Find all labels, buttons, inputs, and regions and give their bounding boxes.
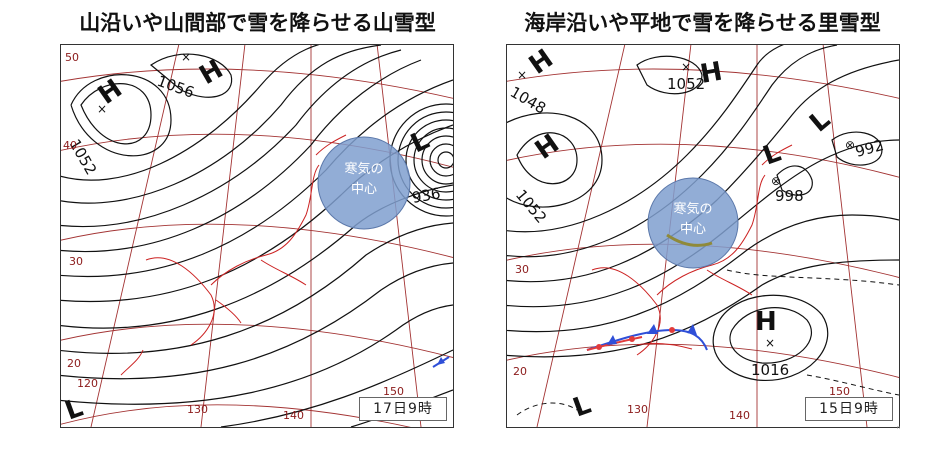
right-high-3-cross: ×	[765, 336, 775, 350]
right-front-marker-5	[629, 336, 635, 342]
right-lon-140: 140	[729, 409, 750, 422]
right-low-2: L	[804, 105, 836, 139]
left-lat-50: 50	[65, 51, 79, 64]
right-front-marker-6	[669, 327, 675, 333]
right-coastline	[591, 144, 793, 356]
left-isobar-label-1056: 1056	[155, 72, 197, 102]
right-cold-label-2: 中心	[680, 222, 706, 237]
right-cold-label-1: 寒気の	[673, 201, 712, 217]
left-isobar-label-936: 936	[411, 184, 442, 207]
left-lon-150: 150	[383, 385, 404, 398]
left-cold-label-1: 寒気の	[344, 161, 383, 177]
right-low-2-cross: ⊗	[845, 138, 855, 152]
left-cold-center	[317, 136, 411, 230]
left-low-2: L	[61, 393, 87, 427]
left-weather-map: 寒気の 中心 H H L L × × 1056 1052 936 50 40 3…	[60, 44, 454, 428]
corner-mark: n	[897, 425, 901, 431]
right-front-marker-1	[607, 335, 617, 345]
left-lat-30: 30	[69, 255, 83, 268]
right-high-1: H	[524, 45, 559, 81]
right-front-marker-3	[687, 324, 697, 335]
left-map-title: 山沿いや山間部で雪を降らせる山雪型	[79, 11, 436, 35]
left-isobars	[61, 45, 453, 427]
left-lon-130: 130	[187, 403, 208, 416]
right-front-marker-4	[596, 344, 602, 350]
right-lat-20: 20	[513, 365, 527, 378]
right-map-title: 海岸沿いや平地で雪を降らせる里雪型	[524, 11, 881, 35]
right-map-canvas: 寒気の 中心 H H L L H L H × × × ⊗ ⊗ 1048 1052…	[507, 45, 899, 427]
right-isobars	[507, 45, 899, 381]
right-high-2-cross: ×	[681, 60, 691, 74]
left-lon-120: 120	[77, 377, 98, 390]
right-date-box: 15日9時	[805, 397, 893, 421]
right-low-1-cross: ⊗	[771, 174, 781, 188]
right-low-1: L	[759, 138, 785, 172]
left-high-2: H	[195, 54, 229, 91]
right-trough-line	[666, 233, 713, 247]
right-high-2: H	[698, 57, 725, 90]
left-lat-40: 40	[63, 139, 77, 152]
left-front-marker	[437, 357, 445, 365]
right-dashed-isobars	[516, 269, 899, 416]
right-isobar-label-1052-left: 1052	[512, 186, 550, 227]
right-isobar-label-1016: 1016	[751, 361, 789, 379]
left-high-1-cross: ×	[97, 102, 107, 116]
right-isobar-label-998: 998	[775, 187, 804, 205]
right-weather-map: 寒気の 中心 H H L L H L H × × × ⊗ ⊗ 1048 1052…	[506, 44, 900, 428]
left-coastline	[120, 134, 347, 376]
left-cold-label-2: 中心	[351, 182, 377, 197]
right-lon-130: 130	[627, 403, 648, 416]
right-low-3: L	[569, 390, 595, 424]
right-high-3: H	[755, 307, 777, 337]
right-isobar-label-1052-top: 1052	[667, 75, 705, 93]
right-isobar-label-992: 992	[853, 136, 885, 161]
right-cold-center	[647, 177, 739, 269]
right-high-1-cross: ×	[517, 68, 527, 82]
left-map-canvas: 寒気の 中心 H H L L × × 1056 1052 936 50 40 3…	[61, 45, 453, 427]
left-grid	[61, 45, 453, 427]
left-lon-140: 140	[283, 409, 304, 422]
right-lat-30: 30	[515, 263, 529, 276]
right-front-marker-2	[647, 324, 658, 334]
left-lat-20: 20	[67, 357, 81, 370]
left-date-box: 17日9時	[359, 397, 447, 421]
right-lon-150: 150	[829, 385, 850, 398]
right-isobar-label-1048: 1048	[507, 83, 549, 118]
left-high-2-cross: ×	[181, 50, 191, 64]
